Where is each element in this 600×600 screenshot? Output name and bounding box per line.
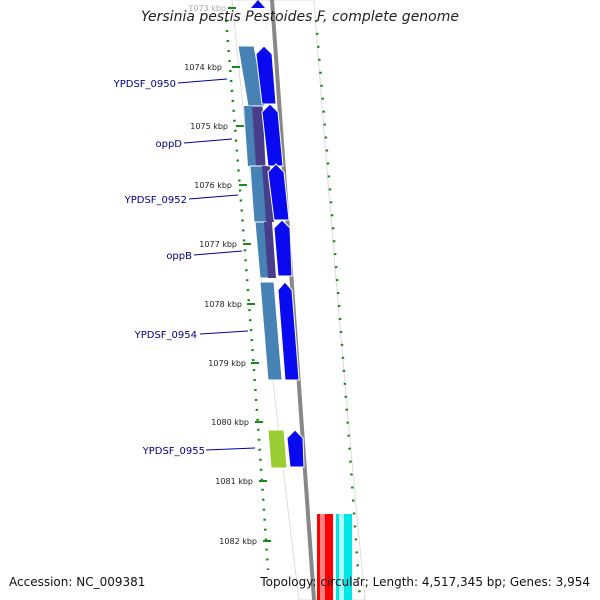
gene-label-ypdsf-0954[interactable]: YPDSF_0954 xyxy=(134,330,197,341)
tick-label: 1081 kbp xyxy=(215,477,253,486)
tick-label: 1076 kbp xyxy=(194,181,232,190)
label-leader-lines xyxy=(177,78,256,451)
gene-label-ypdsf-0955[interactable]: YPDSF_0955 xyxy=(142,446,205,457)
map-title: Yersinia pestis Pestoides F, complete ge… xyxy=(141,9,459,25)
tick-label: 1073 kbp xyxy=(188,4,226,13)
tick-label: 1077 kbp xyxy=(199,240,237,249)
cds-arrow-0950[interactable] xyxy=(255,45,277,105)
tick-labels: 1073 kbp 1074 kbp 1075 kbp 1076 kbp 1077… xyxy=(184,4,257,546)
tick-label: 1079 kbp xyxy=(208,359,246,368)
cds-arrow-top[interactable] xyxy=(251,0,265,8)
feature-cyan-highlight xyxy=(339,514,344,600)
cds-arrow-0955[interactable] xyxy=(286,429,305,468)
gene-label-oppb[interactable]: oppB xyxy=(166,251,192,262)
gene-label-ypdsf-0950[interactable]: YPDSF_0950 xyxy=(113,79,176,90)
cds-arrow-oppD[interactable] xyxy=(261,103,284,167)
tick-label: 1078 kbp xyxy=(204,300,242,309)
tick-marks xyxy=(228,7,271,542)
gene-labels: YPDSF_0950 oppD YPDSF_0952 oppB YPDSF_09… xyxy=(113,79,205,457)
feature-bar-oppB-b[interactable] xyxy=(264,222,276,278)
feature-red-highlight xyxy=(320,514,325,600)
tick-label: 1082 kbp xyxy=(219,537,257,546)
topology-summary: Topology: circular; Length: 4,517,345 bp… xyxy=(260,575,590,589)
tick-label: 1075 kbp xyxy=(190,122,228,131)
cds-arrow-0952[interactable] xyxy=(267,163,290,221)
feature-bar-oppD-b[interactable] xyxy=(244,106,256,166)
tick-label: 1080 kbp xyxy=(211,418,249,427)
outer-ring-guide xyxy=(314,19,362,600)
tick-label: 1074 kbp xyxy=(184,63,222,72)
cds-arrow-0954[interactable] xyxy=(277,281,300,381)
accession-label: Accession: NC_009381 xyxy=(9,575,146,589)
feature-bar-0955[interactable] xyxy=(267,429,288,469)
gene-label-oppd[interactable]: oppD xyxy=(155,139,182,150)
feature-bar-0950[interactable] xyxy=(237,45,266,107)
feature-bar-0954[interactable] xyxy=(259,281,283,381)
gene-label-ypdsf-0952[interactable]: YPDSF_0952 xyxy=(124,195,187,206)
cds-arrow-oppB[interactable] xyxy=(273,219,293,277)
